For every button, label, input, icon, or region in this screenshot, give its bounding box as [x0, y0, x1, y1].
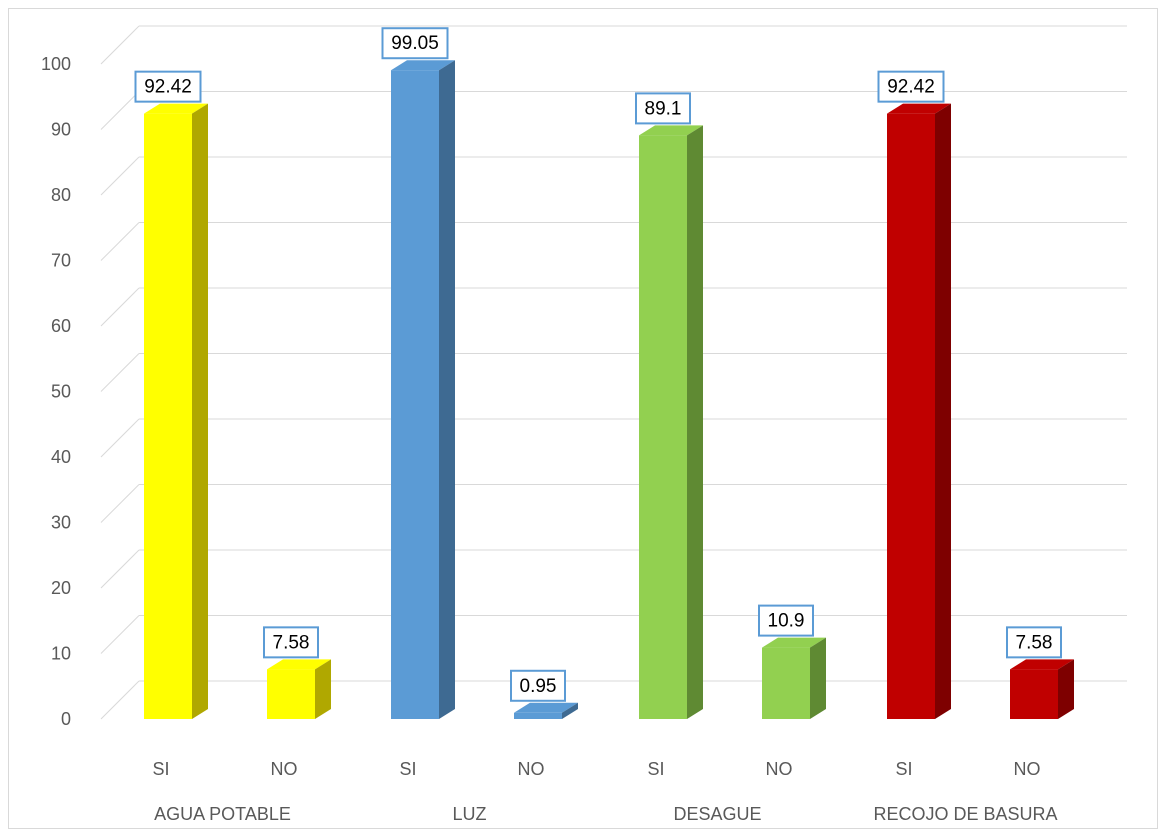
data-label-text: 10.9 [768, 611, 805, 632]
bar-side-face [192, 103, 208, 720]
bar-category-label: SI [152, 759, 169, 779]
bar-top-face [514, 702, 578, 713]
data-label-text: 0.95 [520, 676, 557, 697]
bar-front-face [762, 647, 810, 719]
bar-side-face [1058, 659, 1074, 719]
data-labels: 92.42 7.58 99.05 0.95 89.1 10.9 92.42 7.58 [134, 27, 1062, 702]
data-label-box [134, 70, 202, 103]
data-label-text: 7.58 [273, 632, 310, 653]
data-label-box [758, 604, 814, 637]
data-label: 7.58 [263, 626, 319, 659]
bar-front-face [639, 135, 687, 719]
y-tick-label: 10 [51, 644, 71, 664]
data-label-box [381, 27, 449, 60]
data-label-text: 7.58 [1016, 632, 1053, 653]
bar-front-face [267, 669, 315, 719]
bar-category-label: SI [647, 759, 664, 779]
bar [144, 103, 208, 720]
gridline-diagonal [100, 418, 140, 458]
bar [514, 702, 578, 719]
data-label: 92.42 [134, 70, 202, 103]
data-label: 10.9 [758, 604, 814, 637]
y-tick-label: 70 [51, 251, 71, 271]
y-tick-label: 50 [51, 382, 71, 402]
y-tick-label: 80 [51, 185, 71, 205]
data-label: 89.1 [635, 92, 691, 125]
data-label-box [263, 626, 319, 659]
bar-top-face [639, 125, 703, 136]
bar-category-label: NO [766, 759, 793, 779]
gridline-diagonal [100, 287, 140, 327]
y-tick-label: 100 [41, 54, 71, 74]
bar-side-face [315, 659, 331, 719]
data-label-box [877, 70, 945, 103]
data-label-box [1006, 626, 1062, 659]
y-tick-label: 20 [51, 578, 71, 598]
bar-front-face [1010, 669, 1058, 719]
chart-frame: 0 10 20 30 40 50 60 70 80 90 100 92.42 7.58 99.05 0.9… [8, 8, 1158, 829]
data-label-box [510, 669, 566, 702]
bar [267, 659, 331, 719]
y-tick-label: 0 [61, 709, 71, 729]
data-label-text: 89.1 [645, 98, 682, 119]
bar [639, 125, 703, 719]
y-tick-label: 90 [51, 120, 71, 140]
bar-category-label: NO [518, 759, 545, 779]
data-label: 92.42 [877, 70, 945, 103]
bar-top-face [391, 60, 455, 71]
bar-category-label: NO [1014, 759, 1041, 779]
data-label: 7.58 [1006, 626, 1062, 659]
bar-side-face [687, 125, 703, 719]
bar-side-face [562, 702, 578, 719]
gridline-diagonal [100, 353, 140, 392]
bar-front-face [144, 113, 192, 720]
bar-chart: 0 10 20 30 40 50 60 70 80 90 100 92.42 7.58 99.05 0.9… [41, 25, 1127, 824]
bar-top-face [144, 103, 208, 114]
y-tick-label: 40 [51, 447, 71, 467]
gridline-diagonal [100, 680, 140, 720]
data-label-text: 99.05 [391, 33, 439, 54]
bar [762, 637, 826, 719]
bar-top-face [762, 637, 826, 648]
group-category-label: DESAGUE [673, 804, 761, 824]
bar [887, 103, 951, 720]
group-category-label: LUZ [452, 804, 486, 824]
data-label-text: 92.42 [144, 77, 192, 98]
gridline-diagonal [100, 25, 140, 65]
bar-top-face [267, 659, 331, 670]
bar-side-face [439, 60, 455, 720]
bar-top-face [1010, 659, 1074, 670]
bar-front-face [887, 113, 935, 720]
bar [391, 60, 455, 720]
bar-front-face [514, 712, 562, 719]
bar-side-face [935, 103, 951, 720]
gridline-diagonal [100, 222, 140, 261]
data-label-box [635, 92, 691, 125]
group-category-label: AGUA POTABLE [154, 804, 291, 824]
y-tick-label: 60 [51, 316, 71, 336]
gridline-diagonal [100, 91, 140, 130]
bar-side-face [810, 637, 826, 719]
data-label: 99.05 [381, 27, 449, 60]
data-label-text: 92.42 [887, 77, 935, 98]
bar-top-face [887, 103, 951, 114]
category-labels: SI NO AGUA POTABLE SI NO LUZ SI NO DESAGUE SI NO RE… [152, 759, 1057, 824]
group-category-label: RECOJO DE BASURA [873, 804, 1057, 824]
data-label: 0.95 [510, 669, 566, 702]
bar-category-label: NO [271, 759, 298, 779]
y-axis-ticks: 0 10 20 30 40 50 60 70 80 90 100 [41, 54, 71, 729]
gridline-diagonal [100, 615, 140, 654]
bar-front-face [391, 70, 439, 719]
y-tick-label: 30 [51, 513, 71, 533]
bars [144, 60, 1074, 720]
bar-category-label: SI [399, 759, 416, 779]
bar-category-label: SI [895, 759, 912, 779]
bar [1010, 659, 1074, 719]
gridline-diagonal [100, 484, 140, 523]
gridline-diagonal [100, 156, 140, 196]
gridlines [100, 25, 1127, 720]
gridline-diagonal [100, 549, 140, 589]
